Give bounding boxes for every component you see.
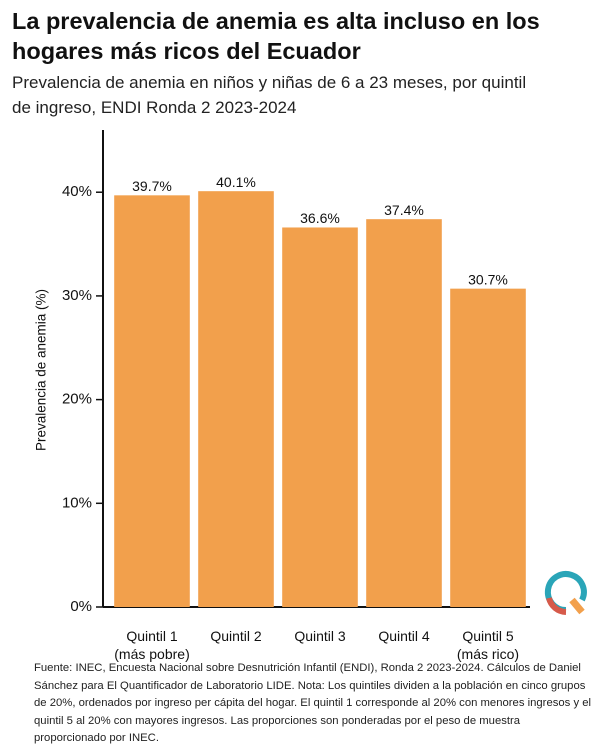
logo [544, 571, 587, 615]
x-tick-label: Quintil 5 (más rico) [457, 628, 519, 662]
bar [198, 191, 274, 608]
value-label: 40.1% [216, 174, 256, 190]
bar [114, 195, 190, 608]
logo-arc [546, 597, 567, 615]
chart-subtitle: Prevalencia de anemia en niños y niñas d… [12, 73, 527, 117]
x-tick-label: Quintil 1 (más pobre) [114, 628, 189, 662]
y-tick-label: 20% [62, 391, 92, 408]
bar [450, 288, 526, 607]
chart-title: La prevalencia de anemia es alta incluso… [12, 8, 540, 64]
y-tick-label: 0% [70, 598, 92, 615]
y-tick-label: 30% [62, 287, 92, 304]
y-axis-label: Prevalencia de anemia (%) [34, 289, 49, 451]
x-tick-label: Quintil 3 [294, 628, 346, 644]
value-label: 30.7% [468, 271, 508, 287]
value-label: 39.7% [132, 178, 172, 194]
bar [282, 227, 358, 607]
x-tick-label: Quintil 2 [210, 628, 262, 644]
x-tick-label: Quintil 4 [378, 628, 430, 644]
value-label: 36.6% [300, 210, 340, 226]
bar [366, 219, 442, 607]
value-label: 37.4% [384, 202, 424, 218]
footnote: Fuente: INEC, Encuesta Nacional sobre De… [34, 662, 592, 744]
y-tick-label: 10% [62, 494, 92, 511]
logo-tail [569, 597, 585, 615]
y-tick-label: 40% [62, 183, 92, 200]
